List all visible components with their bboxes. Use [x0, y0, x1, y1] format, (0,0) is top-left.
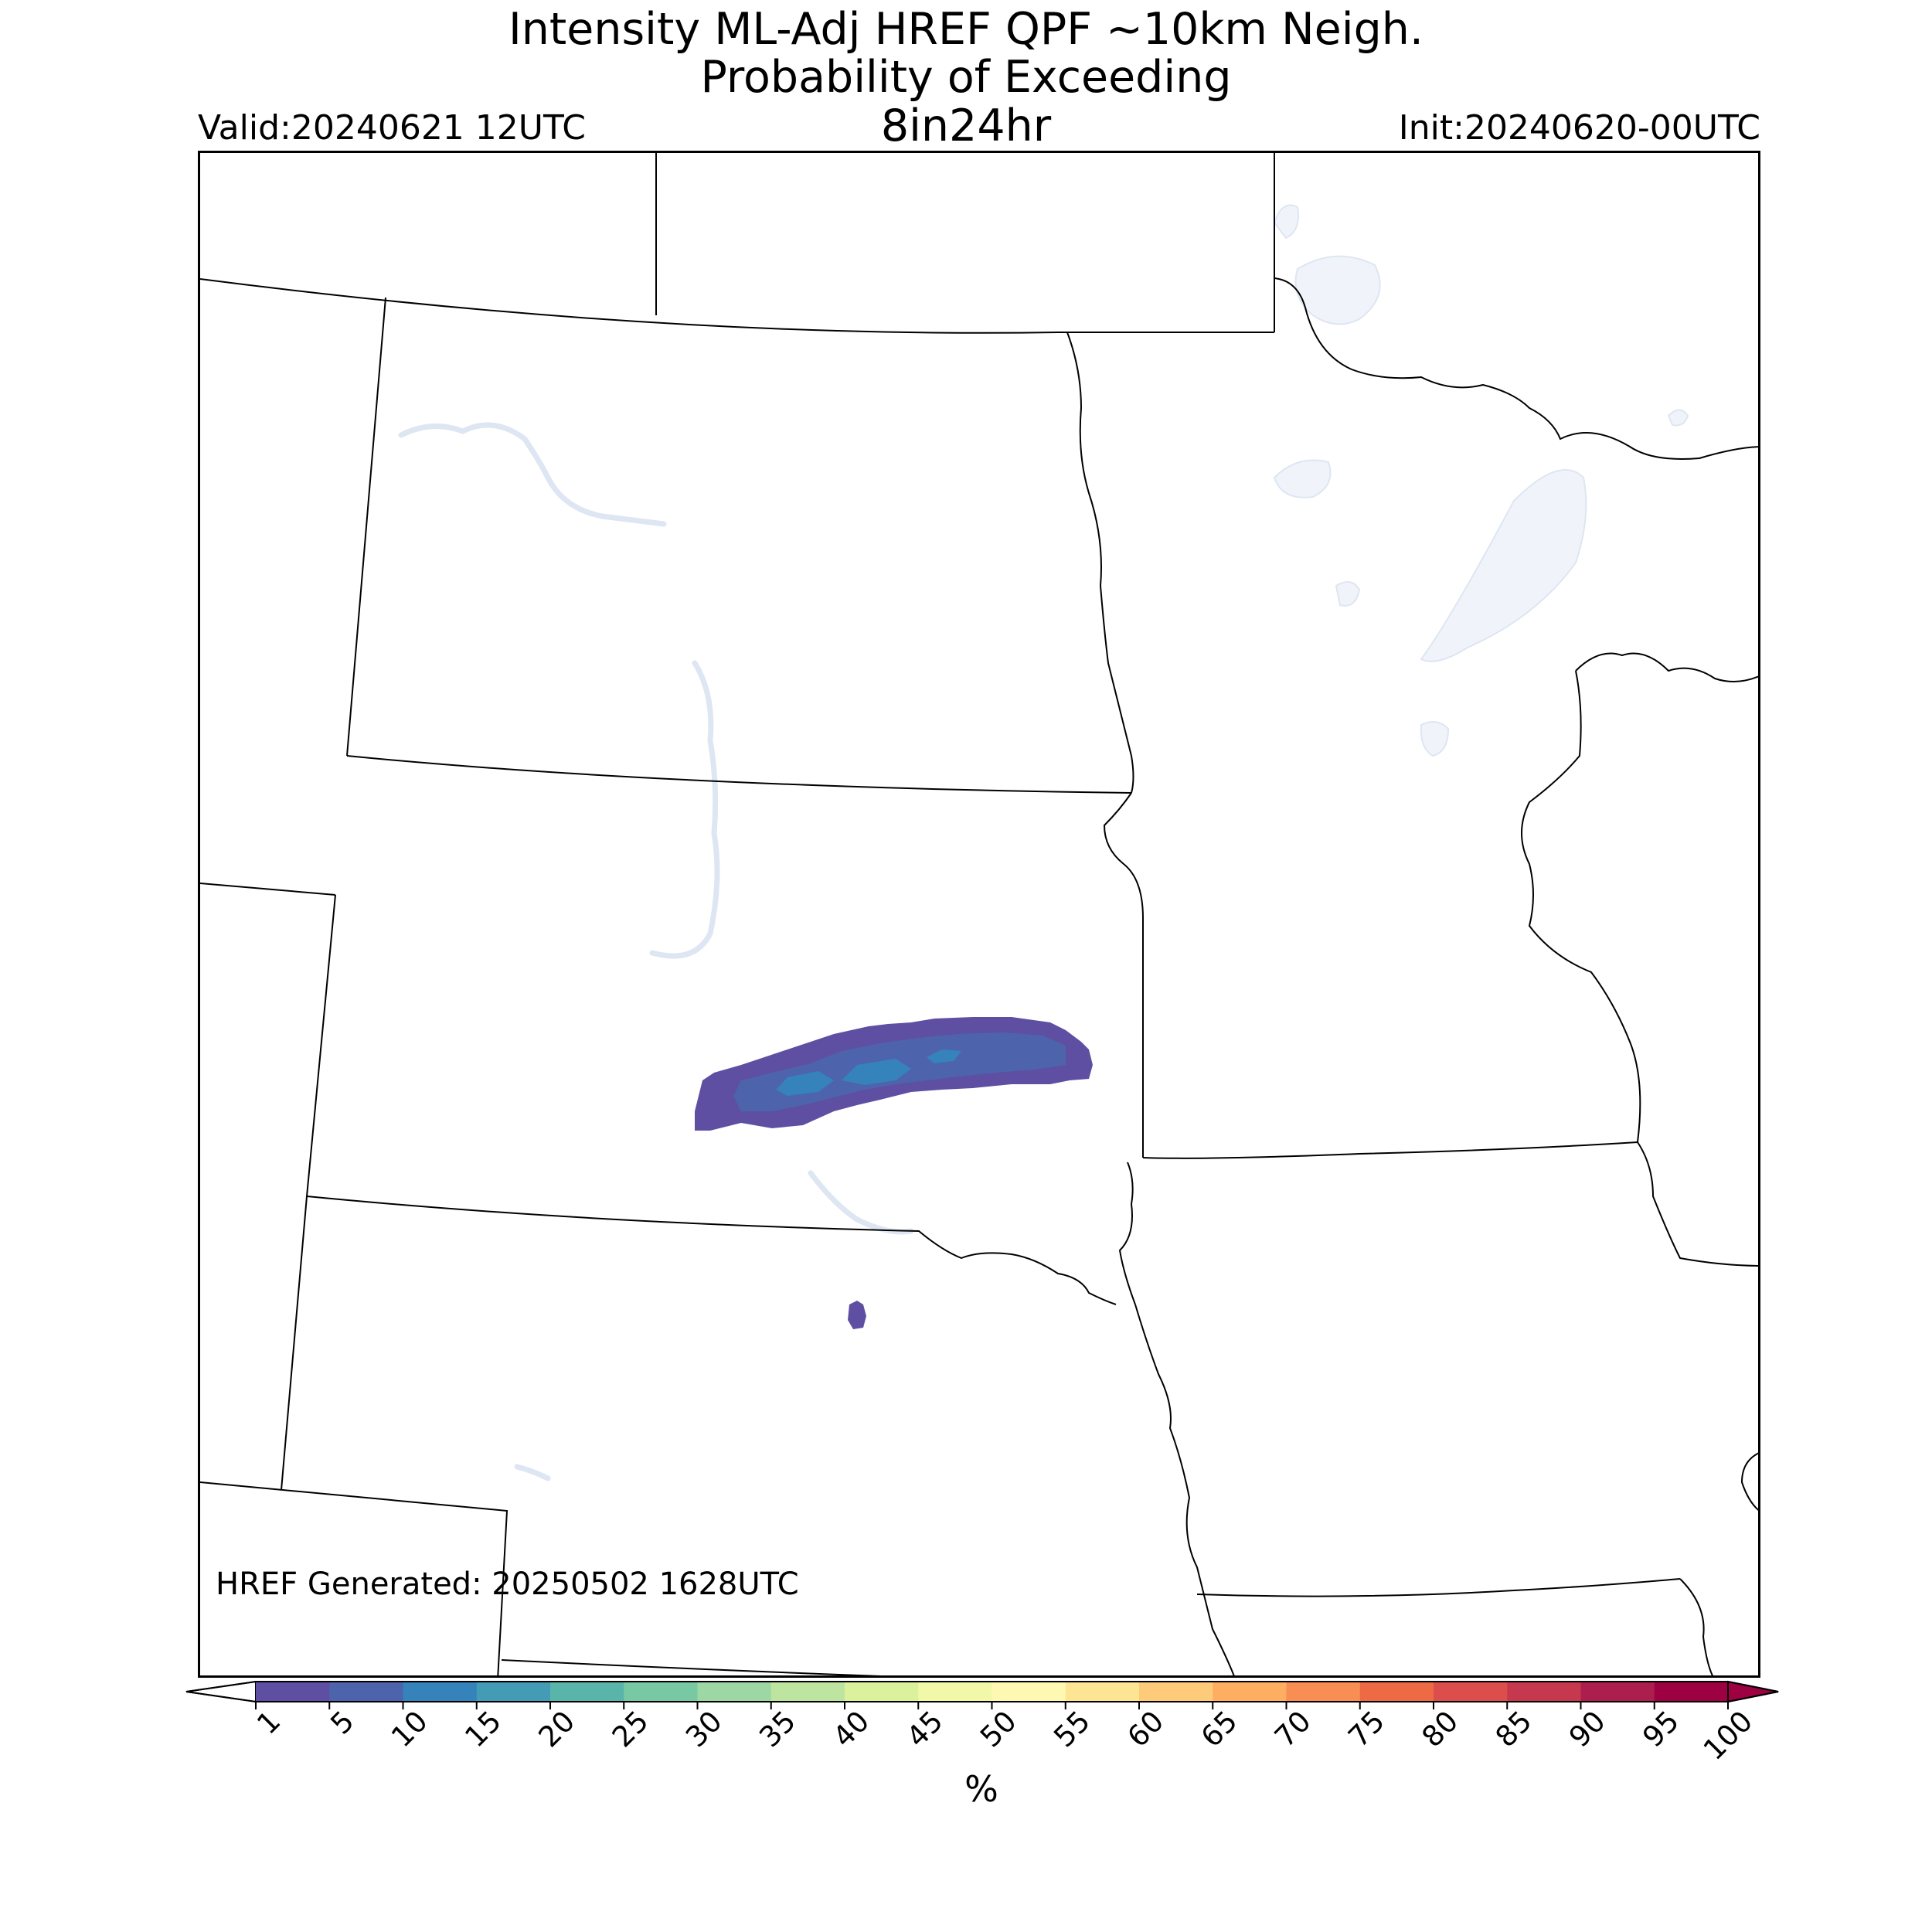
illinois-wisconsin-border [1740, 1452, 1758, 1511]
probability-10-15-region [776, 1071, 834, 1096]
colorbar-tick-labels: 1 5 10 15 20 25 30 35 40 45 50 55 60 65 70 75 80 85 90 95 10… [250, 1702, 1759, 1767]
iowa-missouri-border [1196, 1578, 1681, 1597]
colorbar-tick-label: 15 [458, 1705, 508, 1754]
colorbar-tick-label: 40 [827, 1705, 876, 1754]
colorbar-swatch [624, 1682, 698, 1702]
lake-water [1273, 459, 1332, 498]
sd-minnesota-border [1103, 792, 1144, 1158]
political-borders [200, 153, 1758, 1675]
map-canvas [200, 153, 1758, 1675]
colorbar-swatch [1065, 1682, 1140, 1702]
colorbar-tick-label: 90 [1563, 1705, 1612, 1754]
sd-iowa-border [1118, 1162, 1136, 1305]
montana-nd-border [346, 297, 386, 757]
colorbar-swatch [1139, 1682, 1213, 1702]
iowa-wisconsin-border [1637, 1141, 1758, 1267]
kansas-border [501, 1659, 881, 1675]
colorbar-tick-label: 65 [1195, 1705, 1244, 1754]
colorbar-swatches [185, 1680, 1779, 1703]
colorbar-swatch [1507, 1682, 1581, 1702]
title-line-1: Intensity ML-Adj HREF QPF ~10km Neigh. [508, 4, 1424, 55]
missouri-river-sd-north [649, 660, 720, 959]
wisconsin-north-border [1575, 652, 1758, 682]
colorbar-tick-label: 60 [1121, 1705, 1171, 1754]
colorbar-swatch [1434, 1682, 1508, 1702]
colorbar-swatch [992, 1682, 1066, 1702]
colorbar-extend-max [1727, 1680, 1779, 1703]
colorbar-tick-label: 95 [1636, 1705, 1685, 1754]
canada-minnesota-border [1274, 277, 1758, 460]
title-threshold: 8in24hr [880, 100, 1052, 151]
colorbar-swatch [918, 1682, 992, 1702]
colorbar-tick-label: 50 [974, 1705, 1023, 1754]
minnesota-iowa-border [1142, 1141, 1638, 1159]
colorbar: 1 5 10 15 20 25 30 35 40 45 50 55 60 65 70 75 80 85 90 95 10… [185, 1680, 1779, 1767]
colorbar-swatch [845, 1682, 919, 1702]
river-segment [514, 1464, 551, 1481]
colorbar-tick-label: 35 [753, 1705, 802, 1754]
probability-1-5-spot [848, 1301, 866, 1329]
lake-water [1335, 581, 1361, 607]
colorbar-tick-label: 75 [1342, 1705, 1391, 1754]
missouri-river-sd-south [808, 1170, 914, 1235]
colorbar-swatch [550, 1682, 624, 1702]
valid-time: Valid:20240621 12UTC [198, 108, 587, 148]
colorbar-swatch [1580, 1682, 1655, 1702]
probability-10-15-region [927, 1049, 961, 1063]
lake-superior-water [1420, 469, 1587, 662]
lake-water [1667, 409, 1689, 427]
colorbar-tick-label: 55 [1047, 1705, 1097, 1754]
colorbar-swatch [770, 1682, 845, 1702]
colorbar-tick-label: 20 [532, 1705, 582, 1754]
colorbar-tick-label: 30 [679, 1705, 729, 1754]
colorbar-swatch [329, 1682, 403, 1702]
colorbar-swatch [403, 1682, 478, 1702]
probability-10-15-region [842, 1059, 911, 1085]
nd-minnesota-border [1066, 332, 1134, 794]
colorbar-swatch [1359, 1682, 1434, 1702]
colorbar-extend-min [185, 1680, 257, 1703]
minnesota-wisconsin-border [1521, 670, 1641, 1143]
colorbar-swatch [476, 1682, 551, 1702]
colorbar-tick-label: 80 [1416, 1705, 1465, 1754]
wyoming-sd-border [306, 894, 336, 1197]
wyoming-nebraska-border [281, 1196, 308, 1491]
rivers [398, 422, 914, 1481]
montana-wyoming-border [200, 883, 336, 896]
colorbar-swatch [697, 1682, 772, 1702]
map-panel: HREF Generated: 20250502 1628UTC [198, 151, 1760, 1678]
init-time: Init:20240620-00UTC [1398, 108, 1760, 148]
lake-water [1420, 721, 1450, 757]
colorbar-tick-label: 10 [385, 1705, 434, 1754]
water-features [1273, 204, 1689, 757]
colorbar-swatch [1654, 1682, 1729, 1702]
colorbar-tick-label: 85 [1489, 1705, 1539, 1754]
missouri-river-nd [398, 422, 667, 527]
nebraska-iowa-border [1134, 1304, 1235, 1675]
colorbar-unit-label: % [964, 1768, 998, 1810]
colorbar-tick-label: 100 [1697, 1705, 1759, 1767]
nd-sd-border [346, 755, 1132, 794]
canada-us-border [200, 278, 1274, 334]
colorbar-tick-label: 70 [1268, 1705, 1318, 1754]
colorbar-tick-label: 5 [324, 1705, 360, 1741]
colorbar-swatch [1286, 1682, 1361, 1702]
lake-water [1294, 255, 1381, 325]
title-line-2: Probability of Exceeding [700, 52, 1232, 103]
probability-shading [695, 1017, 1093, 1329]
lake-water [1273, 204, 1299, 240]
sd-nebraska-border [306, 1196, 1117, 1305]
colorbar-tick-label: 45 [900, 1705, 950, 1754]
colorado-border [200, 1481, 509, 1675]
colorbar-swatch [1213, 1682, 1287, 1702]
colorbar-tick-label: 1 [250, 1705, 287, 1741]
generated-stamp: HREF Generated: 20250502 1628UTC [216, 1566, 799, 1602]
iowa-illinois-border [1679, 1578, 1713, 1675]
colorbar-tick-label: 25 [606, 1705, 655, 1754]
colorbar-swatch [256, 1682, 330, 1702]
